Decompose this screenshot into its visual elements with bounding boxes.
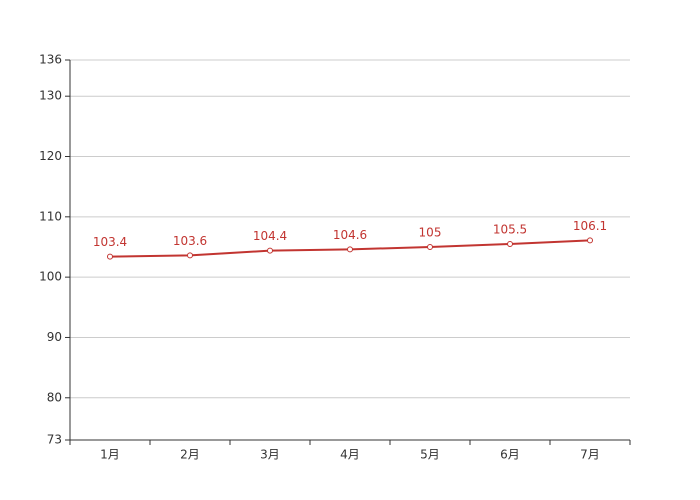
data-label: 103.6 — [173, 234, 207, 248]
x-tick-label: 4月 — [340, 448, 360, 462]
y-tick-label: 136 — [39, 53, 62, 67]
y-tick-label: 120 — [39, 149, 62, 163]
y-tick-label: 73 — [47, 433, 62, 447]
data-label: 104.4 — [253, 229, 287, 243]
data-label: 105 — [419, 225, 442, 239]
point — [107, 253, 113, 260]
y-tick-label: 100 — [39, 270, 62, 284]
y-tick-label: 90 — [47, 330, 62, 344]
x-tick-label: 3月 — [260, 448, 280, 462]
point — [187, 252, 193, 259]
point — [587, 237, 593, 244]
x-tick-label: 1月 — [100, 448, 120, 462]
data-label: 104.6 — [333, 228, 367, 242]
y-tick-label: 110 — [39, 209, 62, 223]
data-label: 105.5 — [493, 222, 527, 236]
point — [347, 246, 353, 253]
point — [427, 243, 433, 250]
y-tick-label: 80 — [47, 390, 62, 404]
data-label: 103.4 — [93, 235, 127, 249]
point — [507, 240, 513, 247]
x-tick-label: 2月 — [180, 448, 200, 462]
x-tick-label: 5月 — [420, 448, 440, 462]
point — [267, 247, 273, 254]
x-tick-label: 7月 — [580, 448, 600, 462]
x-tick-label: 6月 — [500, 448, 520, 462]
data-label: 106.1 — [573, 219, 607, 233]
y-tick-label: 130 — [39, 89, 62, 103]
